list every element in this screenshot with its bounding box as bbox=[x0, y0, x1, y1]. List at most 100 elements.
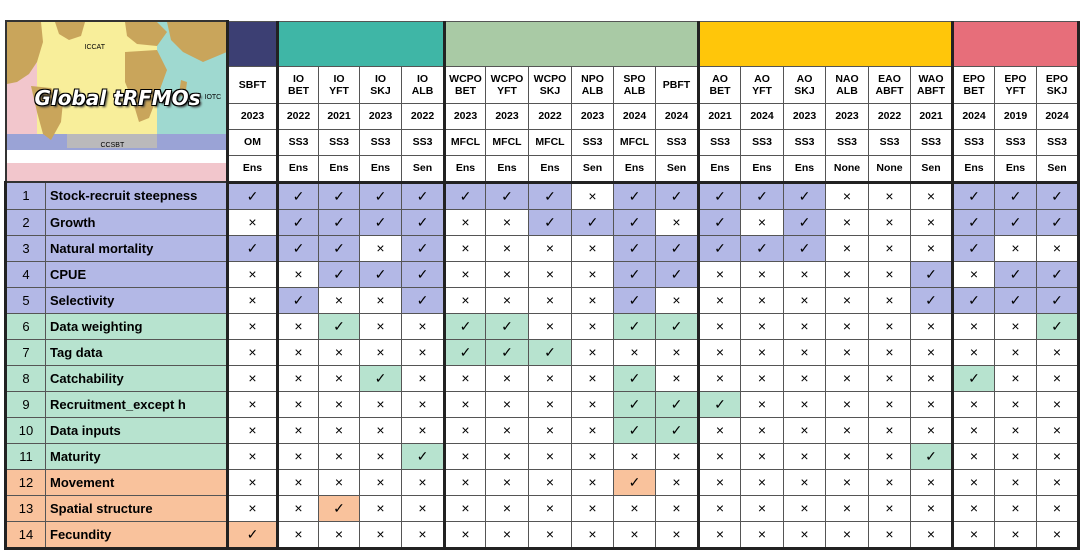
check-mark-icon: ✓ bbox=[528, 208, 572, 236]
check-mark-icon: ✓ bbox=[910, 286, 953, 314]
assessment-year: 2023 bbox=[226, 102, 278, 130]
stock-name-part: SKJ bbox=[794, 84, 815, 97]
cross-mark-icon: × bbox=[951, 416, 995, 444]
cross-mark-icon: × bbox=[697, 312, 741, 340]
cross-mark-icon: × bbox=[401, 364, 445, 392]
cross-mark-icon: × bbox=[443, 364, 486, 392]
model-type: SS3 bbox=[571, 128, 614, 156]
region-map: ICCAT IOTC CCSBT Global tRFMOs bbox=[4, 20, 229, 183]
cross-mark-icon: × bbox=[825, 442, 869, 470]
cross-mark-icon: × bbox=[485, 286, 529, 314]
cross-mark-icon: × bbox=[868, 234, 911, 262]
assessment-year: 2019 bbox=[994, 102, 1037, 130]
cross-mark-icon: × bbox=[528, 260, 572, 288]
cross-mark-icon: × bbox=[868, 208, 911, 236]
stock-name-part: YFT bbox=[752, 84, 772, 97]
assessment-year: 2023 bbox=[443, 102, 486, 130]
group-header-wcpfc bbox=[443, 20, 699, 67]
cross-mark-icon: × bbox=[1036, 338, 1080, 366]
cross-mark-icon: × bbox=[443, 442, 486, 470]
check-mark-icon: ✓ bbox=[994, 286, 1037, 314]
cross-mark-icon: × bbox=[868, 286, 911, 314]
cross-mark-icon: × bbox=[951, 260, 995, 288]
row-label: Catchability bbox=[45, 364, 228, 392]
cross-mark-icon: × bbox=[910, 416, 953, 444]
check-mark-icon: ✓ bbox=[401, 286, 445, 314]
cross-mark-icon: × bbox=[825, 390, 869, 418]
cross-mark-icon: × bbox=[783, 364, 826, 392]
cross-mark-icon: × bbox=[994, 442, 1037, 470]
check-mark-icon: ✓ bbox=[994, 208, 1037, 236]
stock-name: WCPO YFT bbox=[485, 65, 529, 104]
cross-mark-icon: × bbox=[868, 468, 911, 496]
uncertainty-type: Sen bbox=[655, 154, 699, 184]
stock-name-part: IO bbox=[374, 72, 387, 85]
cross-mark-icon: × bbox=[697, 286, 741, 314]
criterion-row: 7 Tag data × × × × × ✓ ✓ ✓ × × × × × × × × × × × × bbox=[4, 338, 1080, 366]
check-mark-icon: ✓ bbox=[359, 364, 402, 392]
check-mark-icon: ✓ bbox=[951, 364, 995, 392]
cross-mark-icon: × bbox=[359, 390, 402, 418]
cross-mark-icon: × bbox=[825, 520, 869, 550]
check-mark-icon: ✓ bbox=[359, 181, 402, 210]
cross-mark-icon: × bbox=[740, 364, 784, 392]
stock-name: IO YFT bbox=[318, 65, 360, 104]
cross-mark-icon: × bbox=[401, 468, 445, 496]
cross-mark-icon: × bbox=[740, 520, 784, 550]
assessment-year: 2023 bbox=[571, 102, 614, 130]
stock-name: IO ALB bbox=[401, 65, 445, 104]
check-mark-icon: ✓ bbox=[910, 442, 953, 470]
cross-mark-icon: × bbox=[318, 364, 360, 392]
cross-mark-icon: × bbox=[740, 312, 784, 340]
cross-mark-icon: × bbox=[276, 468, 319, 496]
cross-mark-icon: × bbox=[1036, 416, 1080, 444]
cross-mark-icon: × bbox=[571, 390, 614, 418]
stock-name-part: ALB bbox=[411, 84, 434, 97]
cross-mark-icon: × bbox=[1036, 234, 1080, 262]
row-number: 6 bbox=[4, 312, 46, 340]
stock-name-part: SBFT bbox=[238, 78, 267, 91]
check-mark-icon: ✓ bbox=[276, 181, 319, 210]
criterion-row: 2 Growth × ✓ ✓ ✓ ✓ × × ✓ ✓ ✓ × ✓ × ✓ × × × ✓ ✓ ✓ bbox=[4, 208, 1080, 236]
cross-mark-icon: × bbox=[443, 208, 486, 236]
model-type: SS3 bbox=[783, 128, 826, 156]
cross-mark-icon: × bbox=[443, 260, 486, 288]
cross-mark-icon: × bbox=[276, 364, 319, 392]
cross-mark-icon: × bbox=[276, 520, 319, 550]
cross-mark-icon: × bbox=[485, 208, 529, 236]
cross-mark-icon: × bbox=[401, 520, 445, 550]
cross-mark-icon: × bbox=[359, 234, 402, 262]
cross-mark-icon: × bbox=[613, 494, 656, 522]
cross-mark-icon: × bbox=[783, 442, 826, 470]
cross-mark-icon: × bbox=[655, 520, 699, 550]
stock-name: NPO ALB bbox=[571, 65, 614, 104]
cross-mark-icon: × bbox=[528, 468, 572, 496]
stock-name-part: IO bbox=[333, 72, 345, 85]
cross-mark-icon: × bbox=[318, 338, 360, 366]
row-label: Selectivity bbox=[45, 286, 228, 314]
cross-mark-icon: × bbox=[485, 260, 529, 288]
check-mark-icon: ✓ bbox=[443, 312, 486, 340]
check-mark-icon: ✓ bbox=[485, 181, 529, 210]
cross-mark-icon: × bbox=[868, 338, 911, 366]
cross-mark-icon: × bbox=[994, 390, 1037, 418]
criterion-row: 10 Data inputs × × × × × × × × × ✓ ✓ × × × × × × × × × bbox=[4, 416, 1080, 444]
cross-mark-icon: × bbox=[697, 364, 741, 392]
row-number: 2 bbox=[4, 208, 46, 236]
assessment-year: 2023 bbox=[783, 102, 826, 130]
stock-name-part: ABFT bbox=[917, 84, 945, 97]
stock-name: IO BET bbox=[276, 65, 319, 104]
stock-name-part: BET bbox=[455, 84, 476, 97]
cross-mark-icon: × bbox=[825, 181, 869, 210]
cross-mark-icon: × bbox=[825, 338, 869, 366]
stock-name-part: SPO bbox=[623, 72, 646, 85]
cross-mark-icon: × bbox=[868, 520, 911, 550]
uncertainty-type: Sen bbox=[910, 154, 953, 184]
check-mark-icon: ✓ bbox=[318, 234, 360, 262]
check-mark-icon: ✓ bbox=[226, 181, 278, 210]
stock-name-part: IO bbox=[416, 72, 429, 85]
stock-name: AO SKJ bbox=[783, 65, 826, 104]
cross-mark-icon: × bbox=[783, 338, 826, 366]
check-mark-icon: ✓ bbox=[613, 390, 656, 418]
cross-mark-icon: × bbox=[1036, 468, 1080, 496]
